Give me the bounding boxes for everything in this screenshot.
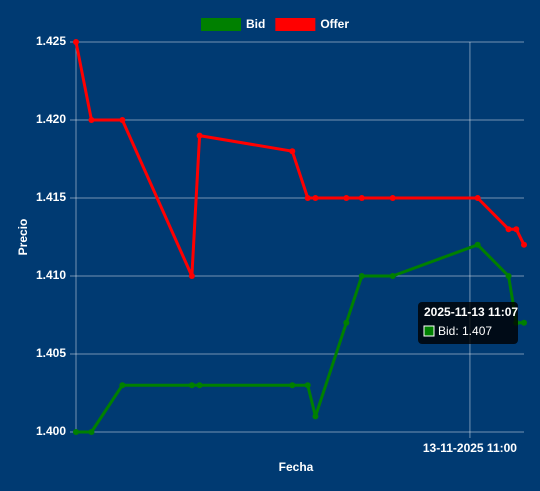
tooltip-swatch: [423, 325, 435, 337]
tooltip-title: 2025-11-13 11:07: [424, 305, 518, 319]
legend-label: Offer: [320, 17, 349, 31]
x-tick-label: 13-11-2025 11:00: [423, 441, 517, 455]
series-line: [74, 41, 526, 278]
data-point: [513, 226, 520, 233]
data-point: [119, 117, 126, 123]
y-tick-label: 1.415: [36, 190, 66, 204]
legend-swatch: [201, 18, 241, 31]
data-point: [289, 382, 296, 389]
y-axis-label: Precio: [16, 219, 30, 256]
data-point: [88, 117, 95, 123]
data-point: [196, 382, 203, 389]
tooltip-label: Bid: 1.407: [438, 324, 492, 338]
data-point: [358, 273, 365, 279]
data-point: [474, 195, 481, 201]
data-point: [389, 195, 396, 201]
data-point: [188, 273, 195, 279]
data-point: [521, 319, 527, 326]
data-point: [505, 273, 512, 279]
tooltip-box: [418, 302, 518, 344]
data-point: [119, 382, 126, 389]
data-point: [196, 132, 203, 139]
data-point: [188, 382, 195, 389]
data-point: [358, 195, 365, 201]
data-point: [389, 273, 396, 279]
data-point: [304, 382, 311, 389]
data-point: [343, 195, 350, 201]
data-point: [312, 195, 319, 201]
data-point: [343, 319, 350, 326]
data-point: [73, 39, 79, 45]
y-tick-label: 1.420: [36, 112, 66, 126]
data-point: [289, 148, 296, 155]
tooltip: 2025-11-13 11:07 Bid: 1.407: [418, 302, 518, 344]
data-point: [505, 226, 512, 233]
legend-item: Bid: [201, 17, 265, 31]
y-tick-label: 1.405: [36, 346, 66, 360]
data-point: [312, 413, 319, 420]
legend-label: Bid: [246, 17, 265, 31]
y-tick-label: 1.425: [36, 34, 66, 48]
data-point: [474, 241, 481, 248]
legend-swatch: [275, 18, 316, 31]
data-point: [304, 195, 311, 201]
legend-item: Offer: [275, 17, 349, 31]
y-tick-label: 1.410: [36, 268, 66, 282]
y-tick-label: 1.400: [36, 424, 66, 438]
data-point: [73, 429, 79, 435]
data-point: [88, 429, 95, 435]
data-point: [521, 241, 527, 248]
x-axis-label: Fecha: [279, 460, 314, 474]
